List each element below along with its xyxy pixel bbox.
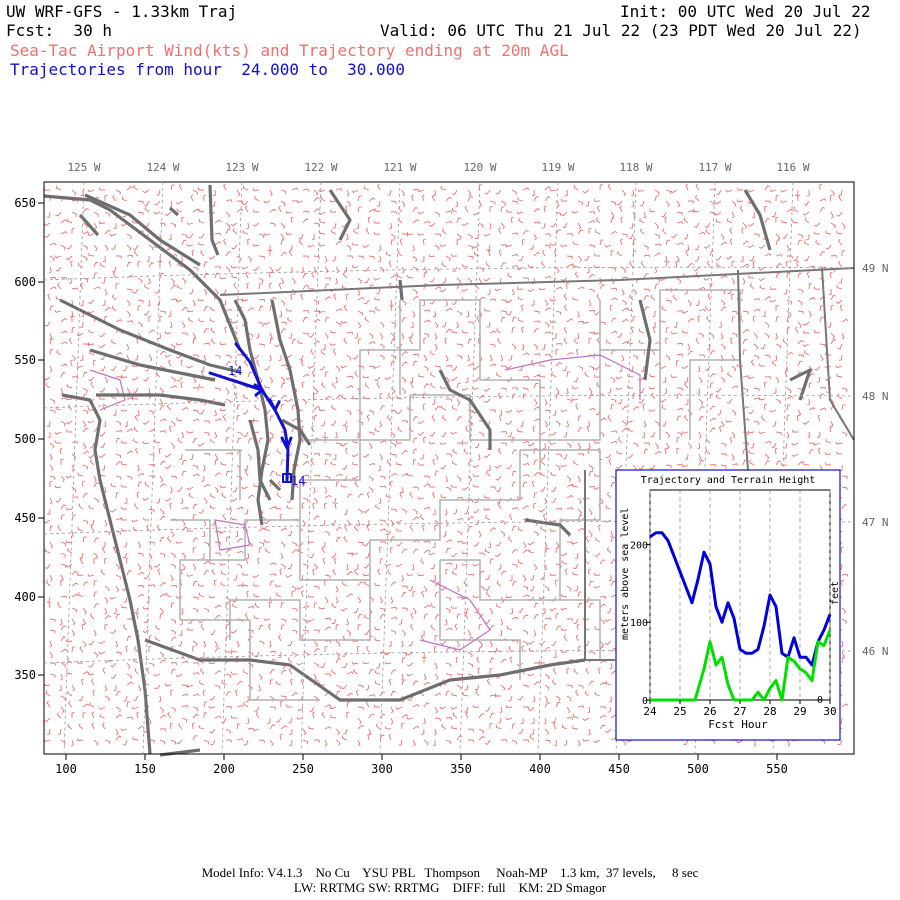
- longitude-label: 117 W: [698, 161, 731, 174]
- x-tick-label: 200: [213, 762, 235, 776]
- trajectory-arrowhead: [280, 436, 293, 450]
- map-title: UW WRF-GFS - 1.33km Traj: [6, 2, 238, 21]
- map-axes: 100 150 200 250 300 350 400 450 500 5506506005505…: [14, 161, 888, 776]
- x-tick-label: 250: [292, 762, 314, 776]
- y-tick-label: 500: [14, 432, 36, 446]
- inset-x-tick-label: 29: [793, 705, 806, 718]
- trajectory-label: 14: [228, 364, 242, 378]
- reservation-boundaries: [89, 354, 641, 651]
- x-tick-label: 550: [766, 762, 788, 776]
- inset-x-tick-label: 27: [733, 705, 746, 718]
- inset-title: Trajectory and Terrain Height: [641, 475, 816, 486]
- longitude-label: 125 W: [67, 161, 100, 174]
- inset-y-tick-label: 100: [630, 618, 648, 629]
- inset-ticks: 24 25 26 27 28 29 30 200 100 0: [630, 540, 837, 718]
- trajectory-paths: [208, 342, 293, 483]
- x-tick-label: 500: [687, 762, 709, 776]
- valid-time: Valid: 06 UTC Thu 21 Jul 22 (23 PDT Wed …: [380, 21, 862, 40]
- inset-x-tick-label: 26: [703, 705, 716, 718]
- x-tick-label: 350: [450, 762, 472, 776]
- x-tick-label: 300: [371, 762, 393, 776]
- longitude-label: 124 W: [146, 161, 179, 174]
- y-tick-label: 350: [14, 668, 36, 682]
- inset-x-tick-label: 24: [643, 705, 657, 718]
- x-tick-label: 100: [55, 762, 77, 776]
- wind-barbs: [43, 183, 849, 747]
- inset-x-tick-label: 25: [673, 705, 686, 718]
- latitude-label: 49 N: [862, 262, 889, 275]
- y-tick-label: 650: [14, 196, 36, 210]
- y-tick-label: 550: [14, 353, 36, 367]
- y-tick-label: 450: [14, 511, 36, 525]
- latitude-label: 48 N: [862, 390, 889, 403]
- terrain-height-line: [650, 629, 832, 702]
- longitude-label: 116 W: [776, 161, 809, 174]
- map-border: [43, 181, 855, 755]
- inset-x-tick-label: 28: [763, 705, 776, 718]
- x-tick-label: 400: [529, 762, 551, 776]
- longitude-label: 118 W: [619, 161, 652, 174]
- model-info-line2: LW: RRTMG SW: RRTMG DIFF: full KM: 2D Sm…: [293, 880, 607, 895]
- trajectory-arrowhead: [268, 398, 281, 412]
- longitude-label: 123 W: [225, 161, 258, 174]
- trajectory-height-line: [649, 531, 832, 667]
- longitude-label: 121 W: [383, 161, 416, 174]
- inset-x-tick-label: 30: [823, 705, 836, 718]
- trajectory-label: 14: [291, 474, 305, 488]
- field-subtitle: Sea-Tac Airport Wind(kts) and Trajectory…: [10, 41, 569, 60]
- trajectory-arrowhead: [253, 383, 264, 397]
- inset-ylabel: meters above sea level: [620, 508, 631, 640]
- trajectory-main: [230, 378, 290, 482]
- y-tick-label: 400: [14, 590, 36, 604]
- inset-xlabel: Fcst Hour: [708, 718, 768, 731]
- x-tick-label: 150: [134, 762, 156, 776]
- inset-lines: [649, 531, 832, 702]
- inset-chart: Trajectory and Terrain Height 24 25 26 27 28…: [615, 469, 841, 741]
- model-info-line1: Model Info: V4.1.3 No Cu YSU PBL Thompso…: [201, 865, 699, 880]
- y-tick-label: 600: [14, 275, 36, 289]
- longitude-label: 119 W: [541, 161, 574, 174]
- inset-y-tick-label: 200: [630, 540, 648, 551]
- inset-right-zero: 0: [817, 695, 823, 706]
- inset-ylabel-right: feet: [830, 581, 841, 605]
- x-tick-label: 450: [608, 762, 630, 776]
- trajectory-north: [234, 342, 264, 392]
- longitude-label: 122 W: [304, 161, 337, 174]
- forecast-hour: Fcst: 30 h: [6, 21, 112, 40]
- inset-y-tick-label: 0: [642, 696, 648, 707]
- latitude-label: 46 N: [862, 645, 889, 658]
- trajectory-range: Trajectories from hour 24.000 to 30.000: [10, 60, 405, 79]
- longitude-label: 120 W: [463, 161, 496, 174]
- init-time: Init: 00 UTC Wed 20 Jul 22: [620, 2, 871, 21]
- latitude-label: 47 N: [862, 516, 889, 529]
